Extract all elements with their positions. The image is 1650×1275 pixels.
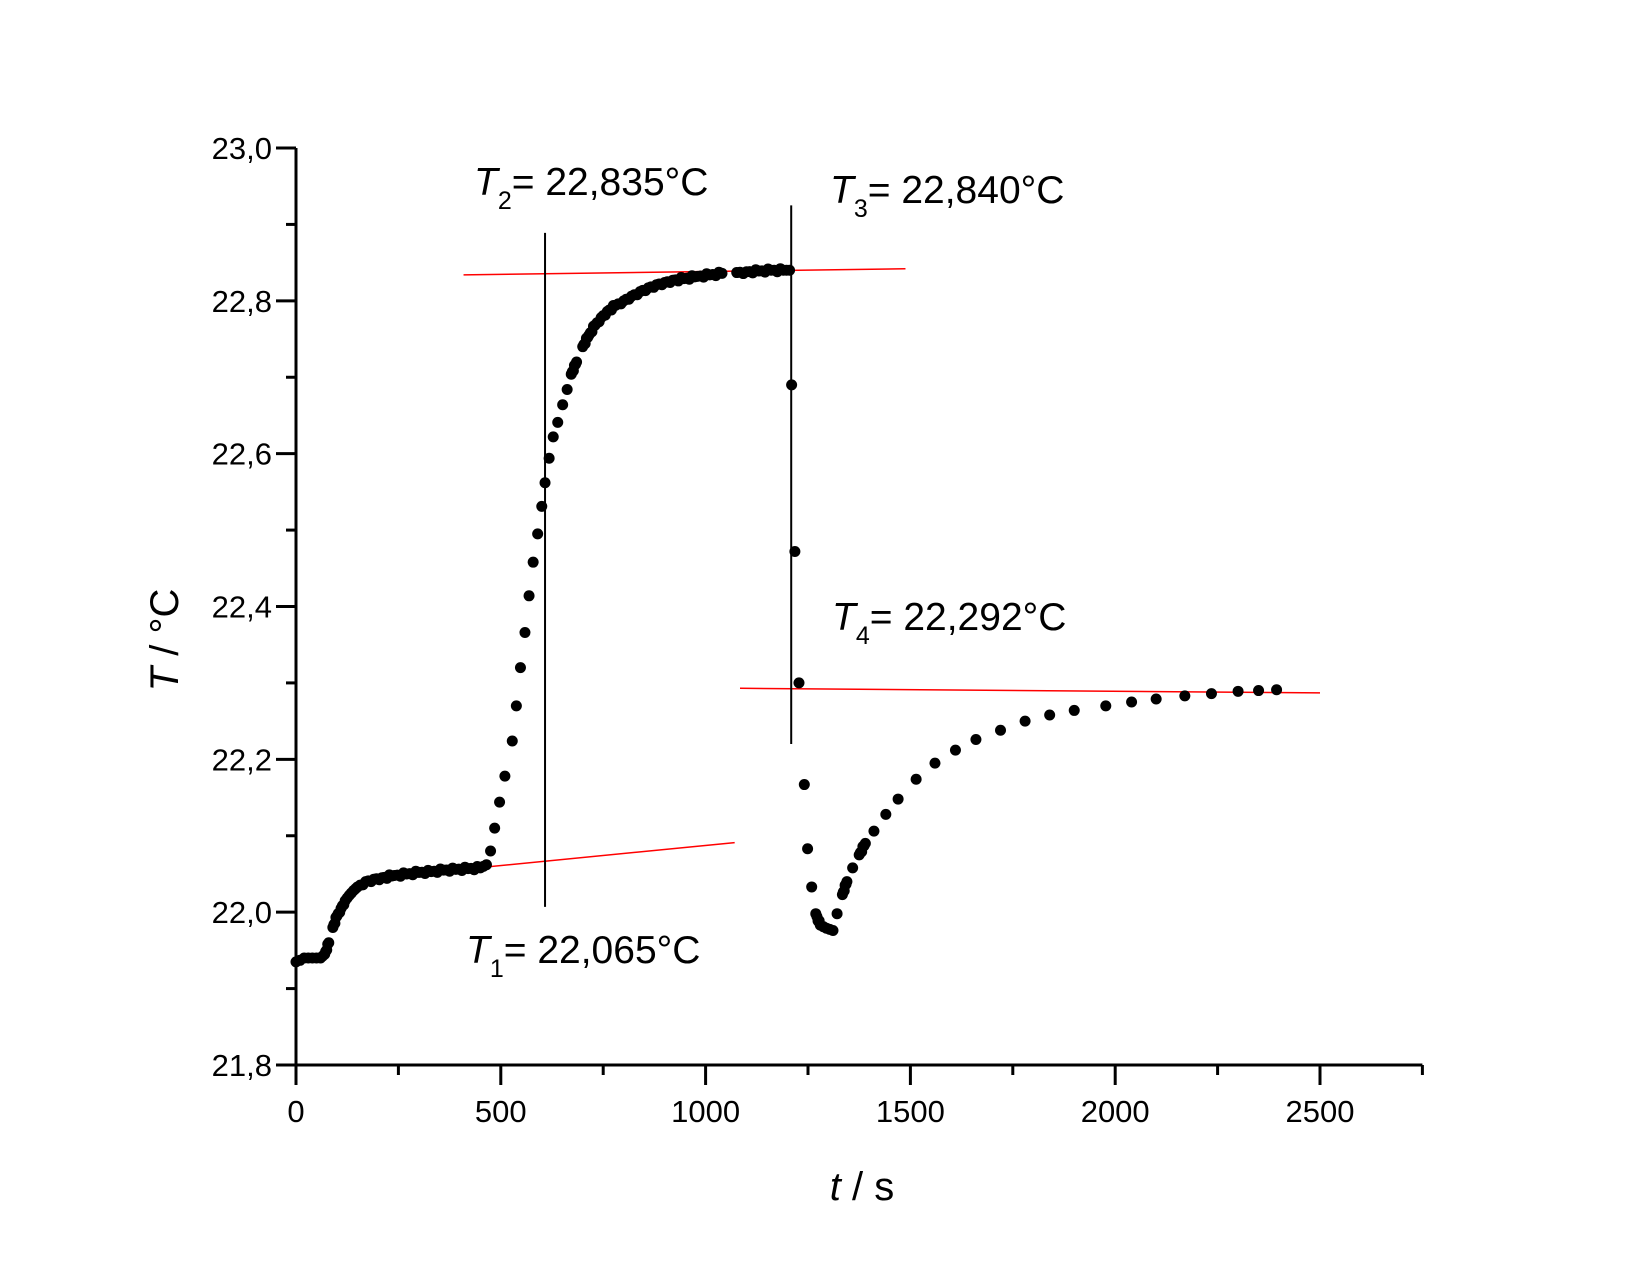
data-point (841, 876, 853, 888)
x-tick-label: 2500 (1286, 1094, 1355, 1129)
x-tick-label: 1000 (671, 1094, 740, 1129)
data-point (510, 700, 522, 712)
data-point (323, 937, 335, 949)
data-point (929, 757, 941, 769)
data-point (910, 773, 922, 785)
x-axis-title: t / s (830, 1165, 894, 1209)
data-point (786, 379, 798, 391)
data-point (1019, 715, 1031, 727)
annotation-t4: T4= 22,292°C (832, 596, 1066, 650)
data-point (1100, 700, 1112, 712)
data-point (868, 825, 880, 837)
data-point (880, 808, 892, 820)
data-point (506, 735, 518, 747)
data-point (494, 796, 506, 808)
y-tick-label: 22,6 (212, 437, 272, 472)
data-point (1044, 709, 1056, 721)
data-point (514, 662, 526, 674)
data-point (827, 925, 839, 937)
data-point (995, 724, 1007, 736)
data-point (547, 431, 559, 443)
data-point (527, 556, 539, 568)
data-point (802, 843, 814, 855)
data-point (831, 908, 843, 920)
data-point (485, 845, 497, 857)
data-point (798, 779, 810, 791)
data-point (552, 416, 564, 428)
x-tick-label: 1500 (876, 1094, 945, 1129)
y-axis-title: T / °C (143, 589, 187, 692)
data-point (519, 626, 531, 638)
y-tick-label: 21,8 (212, 1048, 272, 1083)
data-point (1253, 685, 1265, 697)
data-point (892, 793, 904, 805)
data-point (859, 837, 871, 849)
data-point (523, 590, 535, 602)
data-point (1205, 688, 1217, 700)
data-point (499, 770, 511, 782)
y-tick-label: 22,0 (212, 895, 272, 930)
data-point (480, 859, 492, 871)
x-tick-label: 500 (475, 1094, 527, 1129)
data-point (1232, 685, 1244, 697)
data-point (847, 862, 859, 874)
data-point (970, 733, 982, 745)
data-point (784, 264, 796, 276)
data-point (557, 399, 569, 411)
fit-line (463, 267, 906, 276)
data-point (561, 383, 573, 395)
annotation-t3: T3= 22,840°C (830, 169, 1064, 223)
data-point (789, 545, 801, 557)
data-point (1271, 684, 1283, 696)
data-point (489, 822, 501, 834)
x-tick-label: 2000 (1081, 1094, 1150, 1129)
x-tick-label: 0 (287, 1094, 304, 1129)
data-point (806, 881, 818, 893)
annotation-t1: T1= 22,065°C (466, 929, 700, 983)
data-point (1126, 696, 1138, 708)
y-tick-label: 22,2 (212, 742, 272, 777)
data-point (716, 267, 728, 279)
data-point (949, 744, 961, 756)
data-point (543, 452, 555, 464)
data-point (571, 356, 583, 368)
y-tick-label: 22,4 (212, 590, 272, 625)
data-point (1150, 693, 1162, 705)
annotation-t2: T2= 22,835°C (474, 161, 708, 215)
fit-line (740, 687, 1321, 694)
data-point (1179, 690, 1191, 702)
y-tick-label: 22,8 (212, 284, 272, 319)
data-point (793, 677, 805, 689)
y-tick-label: 23,0 (212, 131, 272, 166)
data-point (532, 528, 544, 540)
data-point (536, 500, 548, 512)
data-point (1068, 704, 1080, 716)
data-point (539, 477, 551, 489)
